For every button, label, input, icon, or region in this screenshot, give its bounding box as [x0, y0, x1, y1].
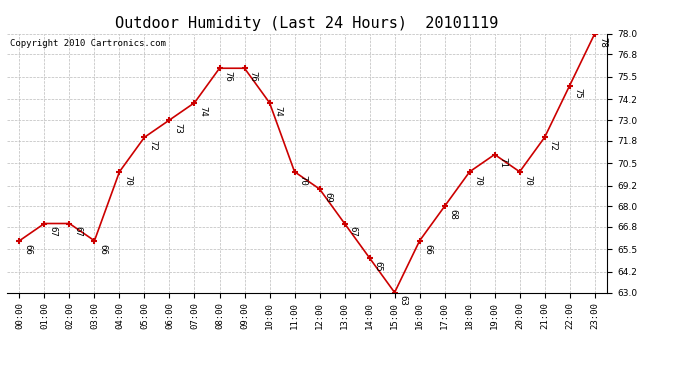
- Text: 69: 69: [324, 192, 333, 202]
- Text: 66: 66: [424, 243, 433, 254]
- Text: 72: 72: [148, 140, 157, 151]
- Text: Copyright 2010 Cartronics.com: Copyright 2010 Cartronics.com: [10, 39, 166, 48]
- Text: 70: 70: [474, 174, 483, 185]
- Text: 76: 76: [248, 71, 257, 82]
- Text: 71: 71: [499, 157, 508, 168]
- Text: 74: 74: [274, 105, 283, 116]
- Title: Outdoor Humidity (Last 24 Hours)  20101119: Outdoor Humidity (Last 24 Hours) 2010111…: [115, 16, 499, 31]
- Text: 72: 72: [549, 140, 558, 151]
- Text: 76: 76: [224, 71, 233, 82]
- Text: 65: 65: [374, 261, 383, 272]
- Text: 70: 70: [124, 174, 132, 185]
- Text: 75: 75: [574, 88, 583, 99]
- Text: 67: 67: [74, 226, 83, 237]
- Text: 70: 70: [524, 174, 533, 185]
- Text: 67: 67: [348, 226, 357, 237]
- Text: 63: 63: [399, 295, 408, 306]
- Text: 68: 68: [448, 209, 457, 220]
- Text: 66: 66: [23, 243, 32, 254]
- Text: 70: 70: [299, 174, 308, 185]
- Text: 73: 73: [174, 123, 183, 134]
- Text: 74: 74: [199, 105, 208, 116]
- Text: 67: 67: [48, 226, 57, 237]
- Text: 78: 78: [599, 36, 608, 47]
- Text: 66: 66: [99, 243, 108, 254]
